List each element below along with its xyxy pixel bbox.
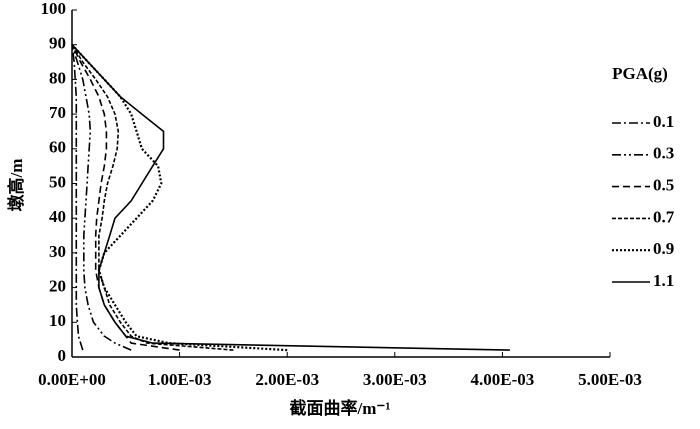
y-tick-label: 0 (58, 346, 67, 365)
y-tick-label: 70 (49, 103, 66, 122)
x-tick-label: 0.00E+00 (38, 370, 106, 389)
y-tick-label: 40 (49, 207, 66, 226)
y-tick-label: 80 (49, 68, 66, 87)
legend-label: 0.7 (653, 207, 675, 226)
legend-label: 0.5 (653, 176, 674, 195)
y-tick-label: 90 (49, 34, 66, 53)
legend-label: 0.3 (653, 144, 674, 163)
x-axis-label: 截面曲率/m⁻¹ (290, 398, 391, 418)
x-tick-label: 1.00E-03 (148, 370, 212, 389)
legend-label: 1.1 (653, 271, 674, 290)
y-tick-label: 30 (49, 242, 66, 261)
x-tick-label: 4.00E-03 (471, 370, 535, 389)
series-line (71, 43, 288, 352)
x-tick-label: 3.00E-03 (363, 370, 427, 389)
legend-label: 0.9 (653, 239, 674, 258)
series-line (71, 44, 132, 351)
legend-title: PGA(g) (612, 64, 668, 83)
y-tick-label: 20 (49, 277, 66, 296)
series-line (71, 44, 510, 351)
x-tick-label: 5.00E-03 (578, 370, 642, 389)
legend-label: 0.1 (653, 112, 674, 131)
y-tick-label: 10 (49, 311, 66, 330)
y-axis-label: 墩高/m (6, 159, 26, 212)
series-line (71, 44, 84, 351)
y-tick-label: 60 (49, 138, 66, 157)
y-tick-label: 100 (41, 0, 67, 18)
x-tick-label: 2.00E-03 (255, 370, 319, 389)
y-tick-label: 50 (49, 172, 66, 191)
